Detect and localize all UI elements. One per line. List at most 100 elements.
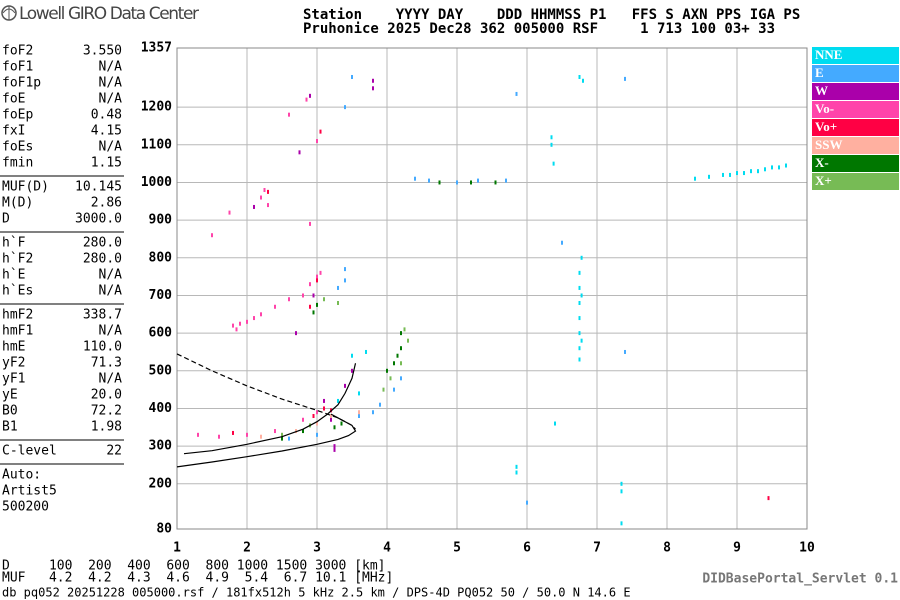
echo-point [344, 278, 346, 283]
parameter-name: B1 [2, 420, 18, 435]
echo-point [470, 180, 472, 185]
echo-point [323, 406, 325, 411]
echo-point [578, 346, 581, 351]
parameter-value: 72.2 [91, 404, 122, 419]
parameter-name: fmin [2, 156, 33, 171]
echo-point [743, 171, 745, 176]
echo-point [400, 361, 402, 366]
legend-swatch [812, 137, 899, 154]
parameter-value: 4.15 [91, 124, 122, 139]
echo-point [337, 301, 339, 306]
x-tick-label: 7 [593, 541, 601, 556]
echo-point [494, 180, 497, 185]
plot-frame [176, 47, 808, 530]
echo-point [211, 233, 213, 238]
parameter-value: 1.98 [91, 420, 122, 435]
echo-point [578, 75, 581, 80]
echo-point [316, 421, 318, 426]
x-tick-label: 3 [313, 541, 321, 556]
echo-point [263, 188, 266, 193]
echo-point [403, 327, 406, 332]
y-tick-label: 200 [149, 476, 173, 491]
echo-point [505, 178, 507, 183]
echo-point [372, 86, 374, 91]
echo-point [316, 432, 318, 437]
header-line: Station YYYY DAY DDD HHMMSS P1 FFS S AXN… [303, 7, 800, 23]
legend-swatch [812, 101, 899, 118]
echo-point [316, 302, 318, 307]
echo-point [246, 319, 248, 324]
parameter-name: MUF(D) [2, 180, 49, 195]
parameter-value: 280.0 [83, 236, 122, 251]
echo-point [393, 361, 395, 366]
parameter-value: 3.550 [83, 44, 122, 59]
echo-point [323, 297, 325, 302]
echo-point [319, 270, 322, 275]
echo-point [552, 161, 555, 166]
parameter-value: 0.48 [91, 108, 122, 123]
echo-point [274, 304, 276, 309]
parameter-name: yF1 [2, 372, 25, 387]
echo-point [246, 432, 248, 437]
echo-point [351, 353, 353, 358]
legend-label: NNE [815, 47, 842, 62]
echo-point [260, 312, 262, 317]
echo-point [620, 521, 623, 526]
echo-point [319, 129, 322, 134]
muf-row: MUF 4.2 4.2 4.3 4.6 4.9 5.4 6.7 10.1 [MH… [2, 571, 393, 586]
parameter-value: 20.0 [91, 388, 122, 403]
parameter-name: foEs [2, 140, 33, 155]
echo-point [281, 432, 283, 437]
echo-point [785, 163, 787, 168]
legend-label: X+ [815, 173, 832, 188]
echo-point [477, 178, 479, 183]
echo-point [316, 139, 318, 144]
echo-point [309, 93, 311, 98]
echo-point [550, 142, 553, 147]
y-tick-label: 80 [156, 522, 172, 537]
x-tick-label: 5 [453, 541, 461, 556]
legend-swatch [812, 65, 899, 82]
echo-point [561, 240, 563, 245]
echo-point [393, 387, 395, 392]
parameter-value: N/A [99, 284, 123, 299]
legend-label: SSW [815, 137, 842, 152]
echo-point [750, 169, 752, 174]
y-tick-label: 600 [149, 326, 173, 341]
parameter-value: 280.0 [83, 252, 122, 267]
echo-point [309, 221, 311, 226]
echo-point [309, 282, 311, 287]
parameter-name: hmE [2, 340, 25, 355]
parameter-name: B0 [2, 404, 18, 419]
echo-point [330, 417, 332, 422]
parameter-value: N/A [99, 92, 123, 107]
echo-point [302, 293, 304, 298]
echo-point [428, 178, 430, 183]
echo-point [260, 434, 262, 439]
parameter-value: 3000.0 [75, 212, 122, 227]
parameter-value: 1.15 [91, 156, 122, 171]
echo-point [578, 270, 581, 275]
echo-point [316, 274, 318, 279]
echo-point [333, 444, 336, 449]
echo-point [620, 481, 623, 486]
echo-point [235, 327, 238, 332]
x-tick-label: 4 [383, 541, 391, 556]
echo-point [358, 410, 360, 415]
echo-point [708, 174, 710, 179]
echo-point [302, 417, 304, 422]
header-line: Pruhonice 2025 Dec28 362 005000 RSF 1 71… [303, 21, 775, 37]
echo-point [456, 180, 458, 185]
echo-point [757, 169, 759, 174]
echo-point [274, 429, 276, 434]
echo-point [771, 165, 773, 170]
parameter-value: 2.86 [91, 196, 122, 211]
x-tick-label: 10 [799, 541, 815, 556]
echo-point [358, 414, 360, 419]
echo-point [372, 78, 374, 83]
echo-point [239, 321, 241, 326]
parameter-name: foEp [2, 108, 33, 123]
echo-point [316, 410, 318, 415]
echo-point [379, 402, 381, 407]
y-tick-label: 1357 [141, 41, 172, 56]
